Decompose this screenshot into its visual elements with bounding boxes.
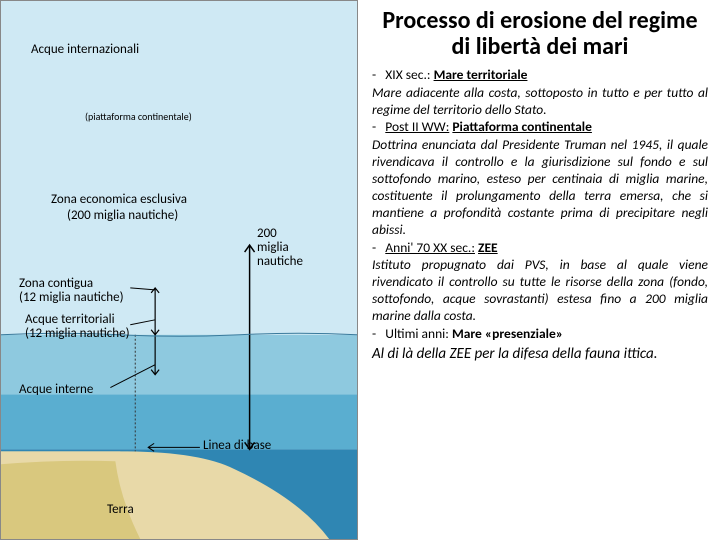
text-panel: Processo di erosione del regime di liber…: [358, 0, 720, 540]
label-intl-waters: Acque internazionali: [31, 43, 139, 57]
body-text: - XIX sec.: Mare territoriale Mare adiac…: [372, 67, 708, 365]
label-land: Terra: [107, 503, 134, 517]
b3-text: Istituto propugnato dai PVS, in base al …: [372, 257, 708, 325]
b1-lead: XIX sec.:: [385, 66, 430, 83]
slide-title: Processo di erosione del regime di liber…: [372, 8, 708, 61]
label-contig2: (12 miglia nautiche): [19, 291, 124, 305]
label-terr2: (12 miglia nautiche): [25, 327, 130, 341]
label-eez2: (200 miglia nautiche): [67, 209, 178, 223]
b1-text: Mare adiacente alla costa, sottoposto in…: [372, 85, 708, 119]
closing-text: Al di là della ZEE per la difesa della f…: [372, 345, 708, 364]
b2-lead: Post II WW:: [385, 118, 449, 135]
b2-label: Piattaforma continentale: [452, 118, 592, 135]
label-baseline: Linea di base: [203, 439, 271, 453]
label-200c: nautiche: [257, 255, 303, 269]
label-shelf: (piattaforma continentale): [85, 111, 192, 122]
b3-lead: Anni' 70 XX sec.:: [385, 239, 475, 256]
maritime-zones-diagram: Acque internazionali (piattaforma contin…: [0, 0, 358, 540]
b3-label: ZEE: [478, 239, 498, 256]
label-eez1: Zona economica esclusiva: [51, 193, 187, 207]
b1-label: Mare territoriale: [434, 66, 528, 83]
label-internal: Acque interne: [19, 383, 93, 397]
b2-text: Dottrina enunciata dal Presidente Truman…: [372, 137, 708, 238]
b4-lead: Ultimi anni:: [385, 325, 449, 342]
b4-label: Mare «presenziale»: [452, 325, 563, 342]
